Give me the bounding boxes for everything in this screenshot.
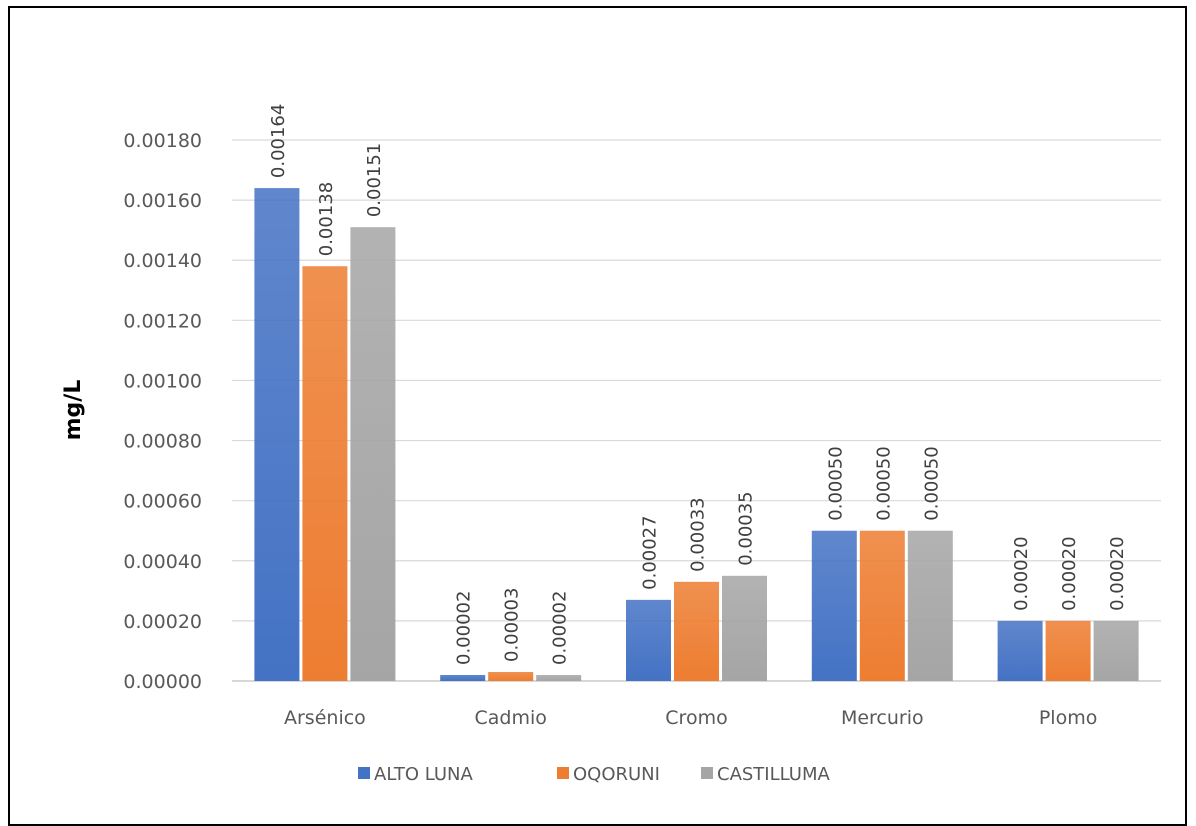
y-axis-label: mg/L — [61, 380, 86, 441]
x-category-label: Plomo — [1039, 707, 1098, 729]
bar — [1045, 620, 1091, 681]
bar — [350, 227, 396, 681]
bar — [1093, 620, 1139, 681]
data-label: 0.00035 — [736, 491, 757, 565]
y-tick-label: 0.00060 — [123, 491, 202, 513]
legend-entry: CASTILLUMA — [717, 764, 830, 785]
y-tick-label: 0.00160 — [123, 190, 202, 212]
x-category-label: Cromo — [665, 707, 727, 729]
y-tick-label: 0.00180 — [123, 130, 202, 152]
bar — [254, 188, 300, 682]
legend-entry: ALTO LUNA — [374, 764, 474, 785]
bar — [811, 530, 857, 681]
data-label: 0.00020 — [1107, 536, 1128, 610]
data-label: 0.00020 — [1059, 536, 1080, 610]
x-axis-categories: Arsénico Cadmio Cromo Mercurio Plomo — [284, 707, 1097, 729]
chart-frame — [8, 6, 1187, 826]
x-category-label: Mercurio — [841, 707, 924, 729]
bar — [536, 674, 582, 681]
data-label: 0.00020 — [1011, 536, 1032, 610]
legend: ALTO LUNA OQORUNI CASTILLUMA — [358, 764, 830, 785]
data-label: 0.00002 — [550, 591, 571, 665]
y-tick-label: 0.00120 — [123, 310, 202, 332]
bar — [997, 620, 1043, 681]
data-label: 0.00002 — [454, 591, 475, 665]
data-label: 0.00151 — [364, 143, 385, 217]
data-label: 0.00027 — [640, 515, 661, 589]
data-label: 0.00050 — [825, 446, 846, 520]
bar — [674, 581, 719, 681]
data-label: 0.00050 — [873, 446, 894, 520]
bar — [722, 575, 767, 681]
bars — [254, 188, 1139, 682]
legend-entry: OQORUNI — [573, 764, 660, 785]
x-category-label: Cadmio — [475, 707, 547, 729]
y-axis-ticks: 0.00000 0.00020 0.00040 0.00060 0.00080 0.001… — [123, 130, 202, 693]
bar — [626, 599, 671, 681]
bar — [907, 530, 953, 681]
y-tick-label: 0.00040 — [123, 551, 202, 573]
legend-swatch — [557, 767, 569, 779]
bar — [302, 266, 348, 681]
x-category-label: Arsénico — [284, 707, 366, 729]
legend-swatch — [358, 767, 370, 779]
bar — [488, 671, 534, 681]
bar — [440, 674, 486, 681]
bar — [859, 530, 905, 681]
y-tick-label: 0.00020 — [123, 611, 202, 633]
y-tick-label: 0.00000 — [123, 671, 202, 693]
data-label: 0.00164 — [268, 104, 289, 178]
y-tick-label: 0.00100 — [123, 370, 202, 392]
data-labels: 0.00164 0.00138 0.00151 0.00002 0.00003 0.000… — [268, 104, 1128, 665]
y-tick-label: 0.00080 — [123, 431, 202, 453]
data-label: 0.00033 — [688, 497, 709, 571]
data-label: 0.00138 — [316, 182, 337, 256]
legend-swatch — [701, 767, 713, 779]
data-label: 0.00003 — [502, 588, 523, 662]
y-tick-label: 0.00140 — [123, 250, 202, 272]
data-label: 0.00050 — [921, 446, 942, 520]
